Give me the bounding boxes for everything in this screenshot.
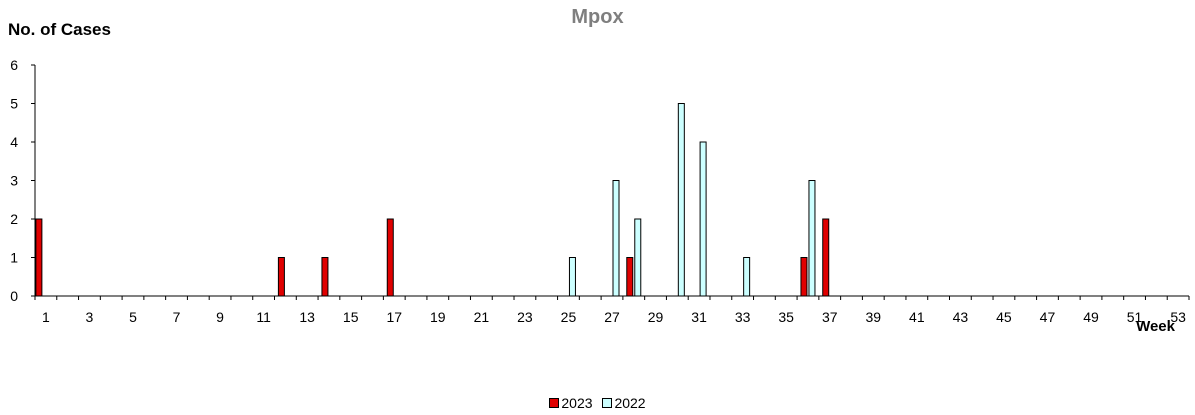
bar-2022-week-30 — [677, 103, 685, 297]
y-tick-label: 2 — [10, 211, 18, 227]
y-tick-label: 0 — [10, 288, 18, 304]
bar-2022-week-36 — [808, 180, 816, 297]
bar-2023-week-28 — [626, 257, 634, 297]
y-tick-label: 5 — [10, 96, 18, 112]
x-tick-label: 5 — [129, 309, 137, 325]
legend-swatch-2023 — [549, 398, 560, 408]
bar-2023-week-1 — [35, 218, 43, 297]
legend: 2023 2022 — [0, 395, 1195, 411]
x-tick-label: 27 — [604, 309, 620, 325]
y-tick-label: 6 — [10, 57, 18, 73]
x-tick-label: 45 — [996, 309, 1012, 325]
y-tick-label: 1 — [10, 250, 18, 266]
x-tick-label: 17 — [386, 309, 402, 325]
legend-label-2023: 2023 — [561, 395, 593, 411]
x-tick-label: 37 — [822, 309, 838, 325]
x-tick-label: 51 — [1127, 309, 1143, 325]
x-tick-label: 23 — [517, 309, 533, 325]
y-axis-label: No. of Cases — [8, 20, 111, 39]
x-tick-label: 15 — [343, 309, 359, 325]
x-tick-label: 3 — [86, 309, 94, 325]
legend-item-2023: 2023 — [549, 395, 593, 411]
x-tick-label: 43 — [953, 309, 969, 325]
bar-2023-week-17 — [386, 218, 394, 297]
legend-label-2022: 2022 — [614, 395, 646, 411]
bar-2022-week-33 — [743, 257, 751, 297]
x-tick-label: 19 — [430, 309, 446, 325]
x-tick-label: 21 — [474, 309, 490, 325]
x-tick-label: 7 — [173, 309, 181, 325]
x-tick-label: 29 — [648, 309, 664, 325]
bar-2023-week-14 — [321, 257, 329, 297]
bar-2022-week-31 — [699, 141, 707, 297]
x-axis-label: Week — [1136, 318, 1175, 335]
legend-swatch-2022 — [602, 398, 613, 408]
x-tick-label: 53 — [1170, 309, 1186, 325]
x-tick-label: 33 — [735, 309, 751, 325]
bar-2023-week-12 — [277, 257, 285, 297]
chart-title: Mpox — [571, 6, 624, 28]
x-tick-label: 49 — [1083, 309, 1099, 325]
x-tick-label: 25 — [561, 309, 577, 325]
x-tick-label: 11 — [256, 309, 271, 325]
x-tick-label: 39 — [865, 309, 881, 325]
x-tick-label: 35 — [778, 309, 794, 325]
y-tick-label: 3 — [10, 173, 18, 189]
bar-2022-week-27 — [612, 180, 620, 297]
legend-item-2022: 2022 — [602, 395, 646, 411]
bar-2023-week-36 — [800, 257, 808, 297]
bar-2023-week-37 — [822, 218, 830, 297]
x-tick-label: 13 — [299, 309, 315, 325]
x-tick-label: 31 — [691, 309, 707, 325]
x-tick-label: 9 — [216, 309, 224, 325]
bar-2022-week-25 — [568, 257, 576, 297]
bar-2022-week-28 — [634, 218, 642, 297]
y-tick-label: 4 — [10, 134, 18, 150]
x-tick-label: 41 — [909, 309, 925, 325]
x-tick-label: 47 — [1040, 309, 1056, 325]
x-tick-label: 1 — [42, 309, 50, 325]
